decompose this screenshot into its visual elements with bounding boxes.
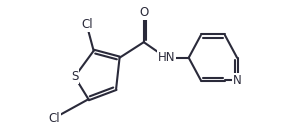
Text: S: S [71,70,78,83]
Text: Cl: Cl [48,112,60,125]
Text: Cl: Cl [81,18,93,31]
Text: N: N [233,74,242,87]
Text: HN: HN [157,51,175,64]
Text: O: O [139,6,148,19]
